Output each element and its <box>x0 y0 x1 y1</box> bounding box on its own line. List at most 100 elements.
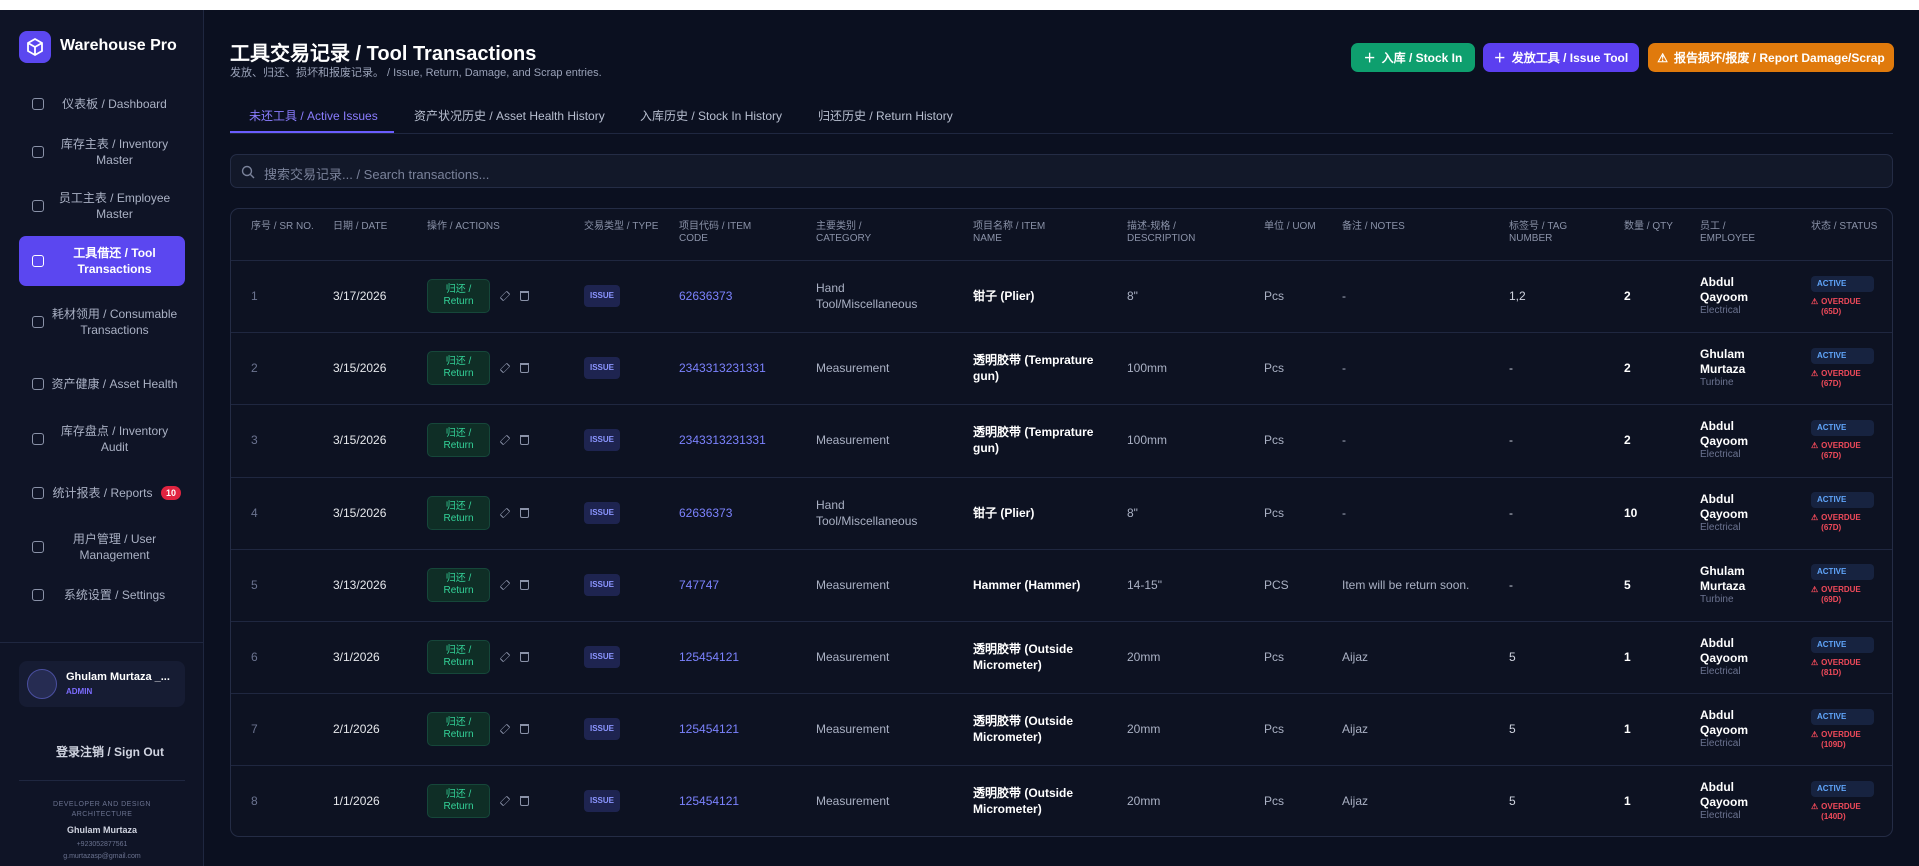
delete-icon[interactable] <box>520 724 529 735</box>
edit-icon[interactable] <box>499 290 511 302</box>
edit-icon[interactable] <box>499 579 511 591</box>
return-button[interactable]: 归还 / Return <box>427 640 490 675</box>
return-button[interactable]: 归还 / Return <box>427 423 490 458</box>
button-label: 入库 / Stock In <box>1381 51 1463 65</box>
cell-text: 8" <box>1127 289 1138 304</box>
cell-date: 3/17/2026 <box>333 260 463 332</box>
employee-name: Ghulam Murtaza <box>1700 563 1746 593</box>
delete-icon[interactable] <box>520 363 529 374</box>
cell-item: 钳子 (Plier) <box>973 477 1098 549</box>
nav-item[interactable]: 统计报表 / Reports 10 <box>19 471 185 515</box>
tab[interactable]: 归还历史 / Return History <box>818 109 953 123</box>
nav-item[interactable]: 用户管理 / User Management <box>19 525 185 569</box>
nav-item[interactable]: 系统设置 / Settings <box>19 573 185 617</box>
cell-type: ISSUE <box>584 693 714 765</box>
nav-item[interactable]: 员工主表 / Employee Master <box>19 184 185 228</box>
delete-icon[interactable] <box>520 796 529 807</box>
delete-icon[interactable] <box>520 435 529 446</box>
cell-text: 2343313231331 <box>679 361 766 376</box>
return-button[interactable]: 归还 / Return <box>427 567 490 602</box>
status: ACTIVE ⚠ OVERDUE (69D) <box>1811 549 1874 621</box>
return-button[interactable]: 归还 / Return <box>427 495 490 530</box>
delete-icon[interactable] <box>520 652 529 663</box>
search-box[interactable]: 搜索交易记录... / Search transactions... <box>230 154 1893 188</box>
status: ACTIVE ⚠ OVERDUE (65D) <box>1811 260 1874 332</box>
edit-icon[interactable] <box>499 796 511 807</box>
overdue-icon: ⚠ <box>1811 585 1819 595</box>
tabs-divider <box>230 133 1893 134</box>
overdue: ⚠ OVERDUE (67D) <box>1811 441 1867 461</box>
report-button[interactable]: ⚠ 报告损坏/报废 / Report Damage/Scrap <box>1648 43 1894 72</box>
row-divider <box>231 621 1892 622</box>
return-button[interactable]: 归还 / Return <box>427 784 490 819</box>
cell-notes: Aijaz <box>1342 693 1502 765</box>
cell-text: 3/13/2026 <box>333 577 387 592</box>
cell-tag: 5 <box>1509 693 1639 765</box>
cell-code: 125454121 <box>679 693 809 765</box>
type-badge: ISSUE <box>584 357 621 380</box>
edit-icon[interactable] <box>499 651 511 663</box>
actions: 归还 / Return <box>427 404 529 476</box>
cell-uom: Pcs <box>1264 621 1394 693</box>
column-header: 主要类别 / CATEGORY <box>816 221 872 244</box>
tab[interactable]: 入库历史 / Stock In History <box>640 109 783 123</box>
nav-item[interactable]: 库存盘点 / Inventory Audit <box>19 417 185 461</box>
cell-text: 钳子 (Plier) <box>973 289 1035 304</box>
cell-qty: 2 <box>1624 332 1754 404</box>
edit-icon[interactable] <box>499 362 511 374</box>
cell-qty: 1 <box>1624 621 1754 693</box>
cell-tag: 5 <box>1509 621 1639 693</box>
overdue-icon: ⚠ <box>1811 368 1819 378</box>
type-badge: ISSUE <box>584 573 621 596</box>
cell-text: 100mm <box>1127 361 1168 376</box>
cell-text: 8 <box>251 794 258 809</box>
delete-icon[interactable] <box>520 291 529 302</box>
status-badge: ACTIVE <box>1811 419 1874 436</box>
cell-text: Aijaz <box>1342 722 1369 737</box>
cell-text: - <box>1509 577 1513 592</box>
sign-out[interactable]: 登录注销 / Sign Out <box>56 745 164 759</box>
nav-item[interactable]: 工具借还 / Tool Transactions <box>19 235 185 286</box>
delete-icon[interactable] <box>520 579 529 590</box>
cell-text: 62636373 <box>679 289 733 304</box>
cell-qty: 2 <box>1624 404 1754 476</box>
tab[interactable]: 未还工具 / Active Issues <box>249 109 378 123</box>
tab[interactable]: 资产状况历史 / Asset Health History <box>414 109 605 123</box>
overdue-text: OVERDUE (67D) <box>1821 440 1861 460</box>
nav-item[interactable]: 仪表板 / Dashboard <box>19 82 185 126</box>
overdue-text: OVERDUE (65D) <box>1821 296 1861 316</box>
return-button[interactable]: 归还 / Return <box>427 279 490 314</box>
edit-icon[interactable] <box>499 507 511 518</box>
cell-text: 3 <box>251 433 258 448</box>
button-label: 发放工具 / Issue Tool <box>1511 51 1629 65</box>
issue-tool-button[interactable]: ＋发放工具 / Issue Tool <box>1483 43 1639 72</box>
cell-description: 20mm <box>1127 693 1257 765</box>
cell-date: 3/13/2026 <box>333 549 463 621</box>
cell-category: Measurement <box>816 765 941 837</box>
overdue-icon: ⚠ <box>1811 296 1819 306</box>
return-button[interactable]: 归还 / Return <box>427 712 490 747</box>
delete-icon[interactable] <box>520 507 529 518</box>
status-badge: ACTIVE <box>1811 564 1874 581</box>
cell-uom: Pcs <box>1264 765 1394 837</box>
cell-text: Item will be return soon. <box>1342 577 1470 592</box>
cell-sr: 7 <box>251 693 381 765</box>
cell-date: 3/15/2026 <box>333 404 463 476</box>
cell-text: 20mm <box>1127 650 1161 665</box>
page-title: 工具交易记录 / Tool Transactions <box>230 43 537 65</box>
nav-item[interactable]: 库存主表 / Inventory Master <box>19 130 185 174</box>
nav-item[interactable]: 资产健康 / Asset Health <box>19 362 185 406</box>
return-button[interactable]: 归还 / Return <box>427 351 490 386</box>
cell-tag: 1,2 <box>1509 260 1639 332</box>
status: ACTIVE ⚠ OVERDUE (67D) <box>1811 477 1874 549</box>
type-badge: ISSUE <box>584 790 621 813</box>
cell-text: Aijaz <box>1342 794 1369 809</box>
edit-icon[interactable] <box>499 435 511 446</box>
nav-item[interactable]: 耗材领用 / Consumable Transactions <box>19 300 185 344</box>
cell-sr: 8 <box>251 765 381 837</box>
button-label: 报告损坏/报废 / Report Damage/Scrap <box>1674 51 1885 65</box>
stock-in-button[interactable]: ＋入库 / Stock In <box>1351 43 1475 72</box>
edit-icon[interactable] <box>499 723 511 735</box>
cell-text: 20mm <box>1127 794 1161 809</box>
